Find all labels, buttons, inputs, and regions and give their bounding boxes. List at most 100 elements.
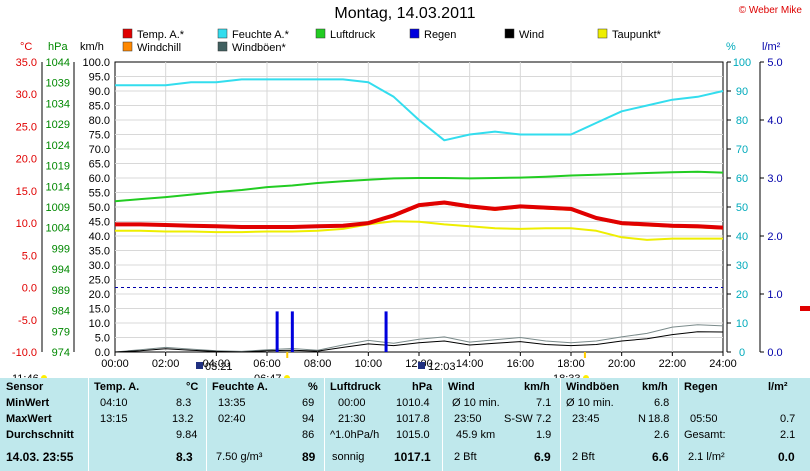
press-axis-unit: hPa <box>48 41 68 53</box>
moonrise-icon <box>196 362 203 369</box>
stats-row-label-current: 14.03. 23:55 <box>6 450 74 464</box>
time-tick-label: 16:00 <box>507 358 535 370</box>
wind-tick-label: 30.0 <box>89 260 110 272</box>
legend-label: Luftdruck <box>330 29 376 41</box>
sun-icon <box>41 375 47 378</box>
wind-run: 45.9 km <box>456 429 496 441</box>
legend-label: Temp. A.* <box>137 29 185 41</box>
hum-tick-label: 80 <box>736 115 748 127</box>
sunset-time: 18:33 <box>553 373 581 378</box>
max-wind-direction: S-SW <box>504 413 533 425</box>
rain-tick-label: 5.0 <box>767 57 782 69</box>
max-rain-value: 0.7 <box>780 413 796 425</box>
press-tick-label: 1044 <box>46 57 70 69</box>
hum-tick-label: 90 <box>736 86 748 98</box>
max-gust-time: 23:45 <box>572 413 600 425</box>
wind-tick-label: 80.0 <box>89 115 110 127</box>
legend-swatch <box>122 28 133 39</box>
legend-label: Regen <box>424 29 456 41</box>
wind-tick-label: 90.0 <box>89 86 110 98</box>
offscreen-series-mark <box>800 306 810 311</box>
press-tick-label: 974 <box>52 347 70 359</box>
stats-header-press-unit: hPa <box>412 381 433 393</box>
stats-header-gust: Windböen <box>566 381 620 393</box>
min-gust-label: Ø 10 min. <box>566 397 614 409</box>
series-line-wind <box>114 331 724 353</box>
wind-tick-label: 75.0 <box>89 130 110 142</box>
rain-bar <box>290 311 294 352</box>
rain-tick-label: 2.0 <box>767 231 782 243</box>
weather-chart: Temp. A.* Feuchte A.* Luftdruck Regen Wind Ta… <box>12 28 810 378</box>
wind-tick-label: 25.0 <box>89 275 110 287</box>
legend-swatch <box>217 28 228 39</box>
moon-high-time: 12:03 <box>428 361 456 373</box>
legend-swatch <box>409 28 420 39</box>
wind-tick-label: 5.0 <box>95 333 110 345</box>
hum-tick-label: 100 <box>733 57 751 69</box>
wind-tick-label: 20.0 <box>89 289 110 301</box>
hum-tick-label: 40 <box>736 231 748 243</box>
cur-hum-value: 89 <box>302 450 316 464</box>
rain-tick-label: 0.0 <box>767 347 782 359</box>
legend-label: Wind <box>519 29 544 41</box>
stats-row-label-max: MaxWert <box>6 413 52 425</box>
wind-tick-label: 70.0 <box>89 144 110 156</box>
min-wind-label: Ø 10 min. <box>452 397 500 409</box>
temp-tick-label: 35.0 <box>16 57 37 69</box>
min-temp-value: 8.3 <box>176 397 192 409</box>
time-tick-label: 08:00 <box>304 358 332 370</box>
stats-header-hum-unit: % <box>308 381 318 393</box>
temp-axis-unit: °C <box>20 41 32 53</box>
max-hum-time: 02:40 <box>218 413 246 425</box>
max-hum-value: 94 <box>302 413 315 425</box>
hum-tick-label: 30 <box>736 260 748 272</box>
press-tick-label: 1014 <box>46 181 70 193</box>
cur-weather: sonnig <box>332 451 365 463</box>
rain-total-label: Gesamt: <box>684 429 726 441</box>
rain-tick-label: 3.0 <box>767 173 782 185</box>
press-tick-label: 1029 <box>46 119 70 131</box>
avg-hum-value: 86 <box>302 429 315 441</box>
temp-tick-label: -5.0 <box>18 315 37 327</box>
max-gust-value: 18.8 <box>648 413 670 425</box>
time-tick-label: 24:00 <box>709 358 737 370</box>
hum-tick-label: 60 <box>736 173 748 185</box>
min-wind-value: 7.1 <box>536 397 552 409</box>
wind-tick-label: 45.0 <box>89 217 110 229</box>
legend-swatch <box>315 28 326 39</box>
cur-press-value: 1017.1 <box>394 450 431 464</box>
min-press-value: 1010.4 <box>396 397 430 409</box>
wind-tick-label: 100.0 <box>82 57 110 69</box>
stats-header-wind-unit: km/h <box>524 381 550 393</box>
wind-tick-label: 65.0 <box>89 159 110 171</box>
cur-abs-humidity: 7.50 g/m³ <box>216 451 263 463</box>
max-gust-direction: N <box>638 413 646 425</box>
rain-axis-unit: l/m² <box>762 41 781 53</box>
temp-tick-label: 5.0 <box>22 250 37 262</box>
wind-tick-label: 50.0 <box>89 202 110 214</box>
press-tick-label: 1024 <box>46 140 70 152</box>
legend-label: Taupunkt* <box>612 29 662 41</box>
time-tick-label: 18:00 <box>557 358 585 370</box>
temp-tick-label: 15.0 <box>16 186 37 198</box>
legend-swatch <box>122 41 133 52</box>
stats-header-temp: Temp. A. <box>94 381 140 393</box>
press-tick-label: 1009 <box>46 202 70 214</box>
time-tick-label: 20:00 <box>608 358 636 370</box>
legend-swatch <box>217 41 228 52</box>
hum-tick-label: 50 <box>736 202 748 214</box>
cur-wind-bft: 2 Bft <box>454 451 477 463</box>
series-line-luftdruck <box>114 170 724 203</box>
press-tick-label: 1004 <box>46 223 70 235</box>
temp-tick-label: -10.0 <box>12 347 37 359</box>
press-tick-label: 1019 <box>46 161 70 173</box>
cur-rain-value: 0.0 <box>778 450 795 464</box>
sunset-icon <box>583 375 589 378</box>
cur-rain-today: 2.1 l/m² <box>688 451 725 463</box>
stats-header-rain: Regen <box>684 381 718 393</box>
legend-label: Windböen* <box>232 42 287 54</box>
max-press-time: 21:30 <box>338 413 366 425</box>
series-line-feuchtea <box>115 78 724 142</box>
moonrise-time: 03:21 <box>205 361 233 373</box>
stats-header-rain-unit: l/m² <box>768 381 788 393</box>
